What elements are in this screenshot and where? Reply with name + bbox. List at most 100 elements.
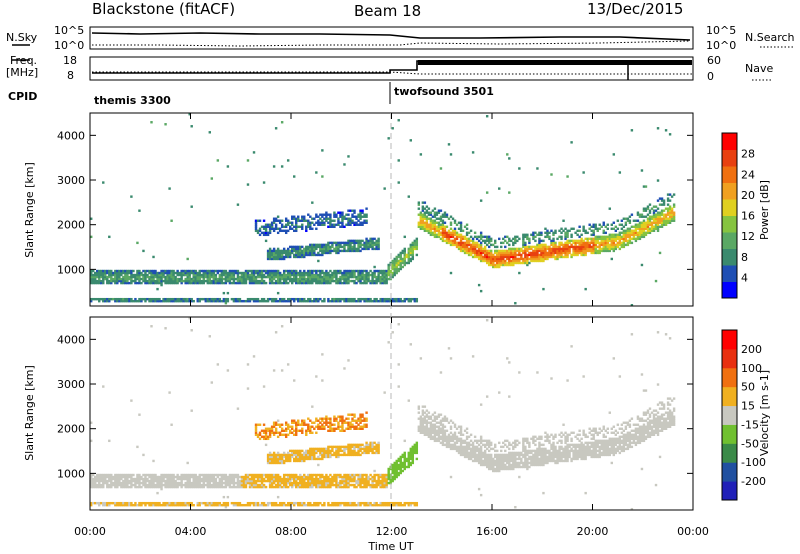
power-cell bbox=[459, 235, 463, 239]
power-cell bbox=[359, 269, 362, 273]
velocity-cell bbox=[100, 501, 103, 505]
power-cell bbox=[112, 277, 115, 281]
velocity-cell bbox=[168, 501, 171, 505]
velocity-cell bbox=[297, 419, 300, 422]
velocity-cell bbox=[359, 473, 362, 477]
power-cell bbox=[528, 251, 531, 255]
power-cell bbox=[624, 217, 628, 220]
velocity-cell bbox=[108, 477, 111, 481]
power-cell bbox=[379, 271, 382, 275]
velocity-cell bbox=[122, 501, 125, 505]
power-cell bbox=[431, 225, 435, 228]
velocity-cell bbox=[307, 481, 310, 485]
power-cell bbox=[465, 241, 469, 245]
power-cell bbox=[284, 223, 288, 226]
power-cell bbox=[421, 209, 425, 212]
velocity-cell bbox=[258, 477, 262, 481]
velocity-cell bbox=[329, 427, 332, 430]
power-cell bbox=[576, 239, 579, 243]
power-cell bbox=[311, 221, 314, 224]
power-cell bbox=[258, 279, 262, 283]
power-cell bbox=[240, 299, 244, 303]
power-cell bbox=[369, 281, 372, 285]
power-cell bbox=[252, 275, 256, 279]
power-cell bbox=[341, 245, 344, 249]
power-cell bbox=[339, 271, 342, 275]
power-cell bbox=[570, 253, 573, 257]
power-cell bbox=[662, 203, 666, 206]
power-cell bbox=[337, 247, 340, 251]
velocity-cell bbox=[339, 449, 342, 453]
power-cell bbox=[483, 235, 487, 239]
power-cell bbox=[367, 239, 370, 243]
velocity-cell bbox=[112, 501, 115, 505]
power-cell bbox=[576, 247, 579, 251]
power-cell bbox=[371, 271, 374, 275]
velocity-cell bbox=[136, 473, 139, 477]
power-cell bbox=[321, 251, 324, 255]
velocity-cell bbox=[128, 485, 131, 489]
velocity-cell bbox=[156, 501, 159, 505]
velocity-cell bbox=[230, 501, 234, 505]
velocity-cell bbox=[335, 451, 338, 455]
velocity-cell bbox=[327, 447, 330, 451]
velocity-cell bbox=[347, 451, 350, 455]
velocity-cell bbox=[150, 501, 153, 505]
power-cell bbox=[190, 125, 193, 128]
power-cell bbox=[303, 281, 306, 285]
power-cell bbox=[160, 275, 163, 279]
velocity-cell bbox=[268, 481, 272, 485]
velocity-cell bbox=[230, 473, 234, 477]
velocity-cell bbox=[90, 485, 93, 489]
power-cell bbox=[343, 277, 346, 281]
power-cell bbox=[594, 235, 597, 239]
power-cell bbox=[558, 235, 561, 239]
power-cell bbox=[244, 281, 248, 285]
power-cell bbox=[417, 207, 421, 210]
power-cell bbox=[164, 123, 167, 126]
velocity-cell bbox=[280, 429, 284, 432]
power-cell bbox=[138, 269, 141, 273]
power-cell bbox=[309, 223, 312, 226]
power-cell bbox=[329, 223, 332, 226]
power-cell bbox=[172, 277, 175, 281]
power-cell bbox=[449, 221, 453, 224]
velocity-cell bbox=[303, 503, 306, 507]
power-cell bbox=[447, 241, 451, 245]
velocity-cell bbox=[210, 483, 214, 487]
velocity-cell bbox=[295, 459, 298, 463]
power-cell bbox=[427, 207, 431, 210]
velocity-cell bbox=[347, 477, 350, 481]
power-cell bbox=[540, 251, 543, 255]
power-cell bbox=[487, 251, 491, 255]
power-cell bbox=[98, 297, 101, 301]
velocity-cell bbox=[138, 485, 141, 489]
power-cell bbox=[118, 275, 121, 279]
power-cell bbox=[646, 219, 650, 222]
velocity-cell bbox=[309, 419, 312, 422]
power-cell bbox=[377, 271, 380, 275]
velocity-cell bbox=[323, 449, 326, 453]
velocity-cell bbox=[307, 451, 310, 455]
power-cell bbox=[664, 219, 668, 222]
velocity-cell bbox=[216, 483, 220, 487]
power-cell bbox=[640, 215, 644, 218]
velocity-cell bbox=[160, 485, 163, 489]
power-cell bbox=[264, 281, 268, 285]
power-cell bbox=[580, 249, 583, 253]
power-cell bbox=[409, 259, 412, 263]
power-cell bbox=[485, 253, 489, 257]
power-cell bbox=[652, 227, 656, 231]
velocity-cell bbox=[176, 477, 179, 481]
velocity-cell bbox=[132, 477, 135, 481]
power-colorbar-segment bbox=[722, 248, 737, 266]
velocity-cell bbox=[327, 429, 330, 432]
power-cell bbox=[656, 223, 660, 226]
power-cell bbox=[120, 273, 123, 277]
velocity-cell bbox=[274, 453, 278, 457]
power-cell bbox=[359, 273, 362, 277]
velocity-cell bbox=[325, 451, 328, 455]
velocity-cell bbox=[293, 419, 296, 422]
velocity-cell bbox=[270, 425, 274, 428]
power-cell bbox=[387, 137, 390, 140]
